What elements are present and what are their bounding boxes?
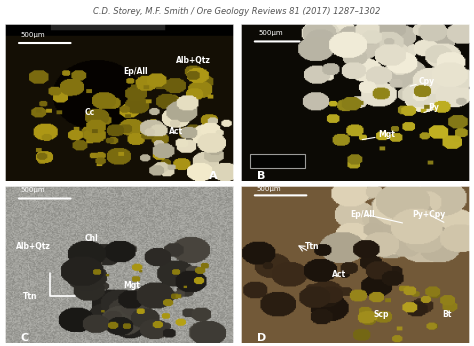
- Text: Act: Act: [332, 270, 346, 279]
- Text: B: B: [256, 171, 265, 181]
- Text: C: C: [21, 333, 29, 343]
- Text: Ttn: Ttn: [305, 242, 319, 251]
- Text: Ep/All: Ep/All: [350, 210, 375, 219]
- Text: C.D. Storey, M.F. Smith / Ore Geology Reviews 81 (2017) 1287–1302: C.D. Storey, M.F. Smith / Ore Geology Re…: [93, 7, 381, 16]
- Text: Mgt: Mgt: [124, 281, 141, 290]
- Bar: [250, 154, 305, 168]
- Text: Py: Py: [428, 103, 439, 112]
- Text: Act: Act: [169, 127, 183, 136]
- Text: Chl: Chl: [85, 234, 99, 243]
- Text: Alb+Qtz: Alb+Qtz: [16, 242, 51, 251]
- Text: Ttn: Ttn: [23, 292, 37, 301]
- Text: 500μm: 500μm: [256, 186, 281, 192]
- Text: D: D: [256, 333, 266, 343]
- Text: 500μm: 500μm: [259, 30, 283, 36]
- Text: Alb+Qtz: Alb+Qtz: [176, 56, 211, 65]
- Text: Ep/All: Ep/All: [124, 67, 148, 76]
- Text: A: A: [209, 171, 218, 181]
- Text: Mgt: Mgt: [378, 130, 395, 139]
- Text: Py+Cpy: Py+Cpy: [412, 210, 446, 219]
- Text: Bt: Bt: [442, 310, 451, 319]
- Text: Cpy: Cpy: [419, 77, 435, 86]
- Text: 500μm: 500μm: [21, 32, 46, 38]
- Text: Cc: Cc: [85, 108, 95, 117]
- Text: 500μm: 500μm: [21, 187, 46, 193]
- Text: Scp: Scp: [373, 310, 389, 319]
